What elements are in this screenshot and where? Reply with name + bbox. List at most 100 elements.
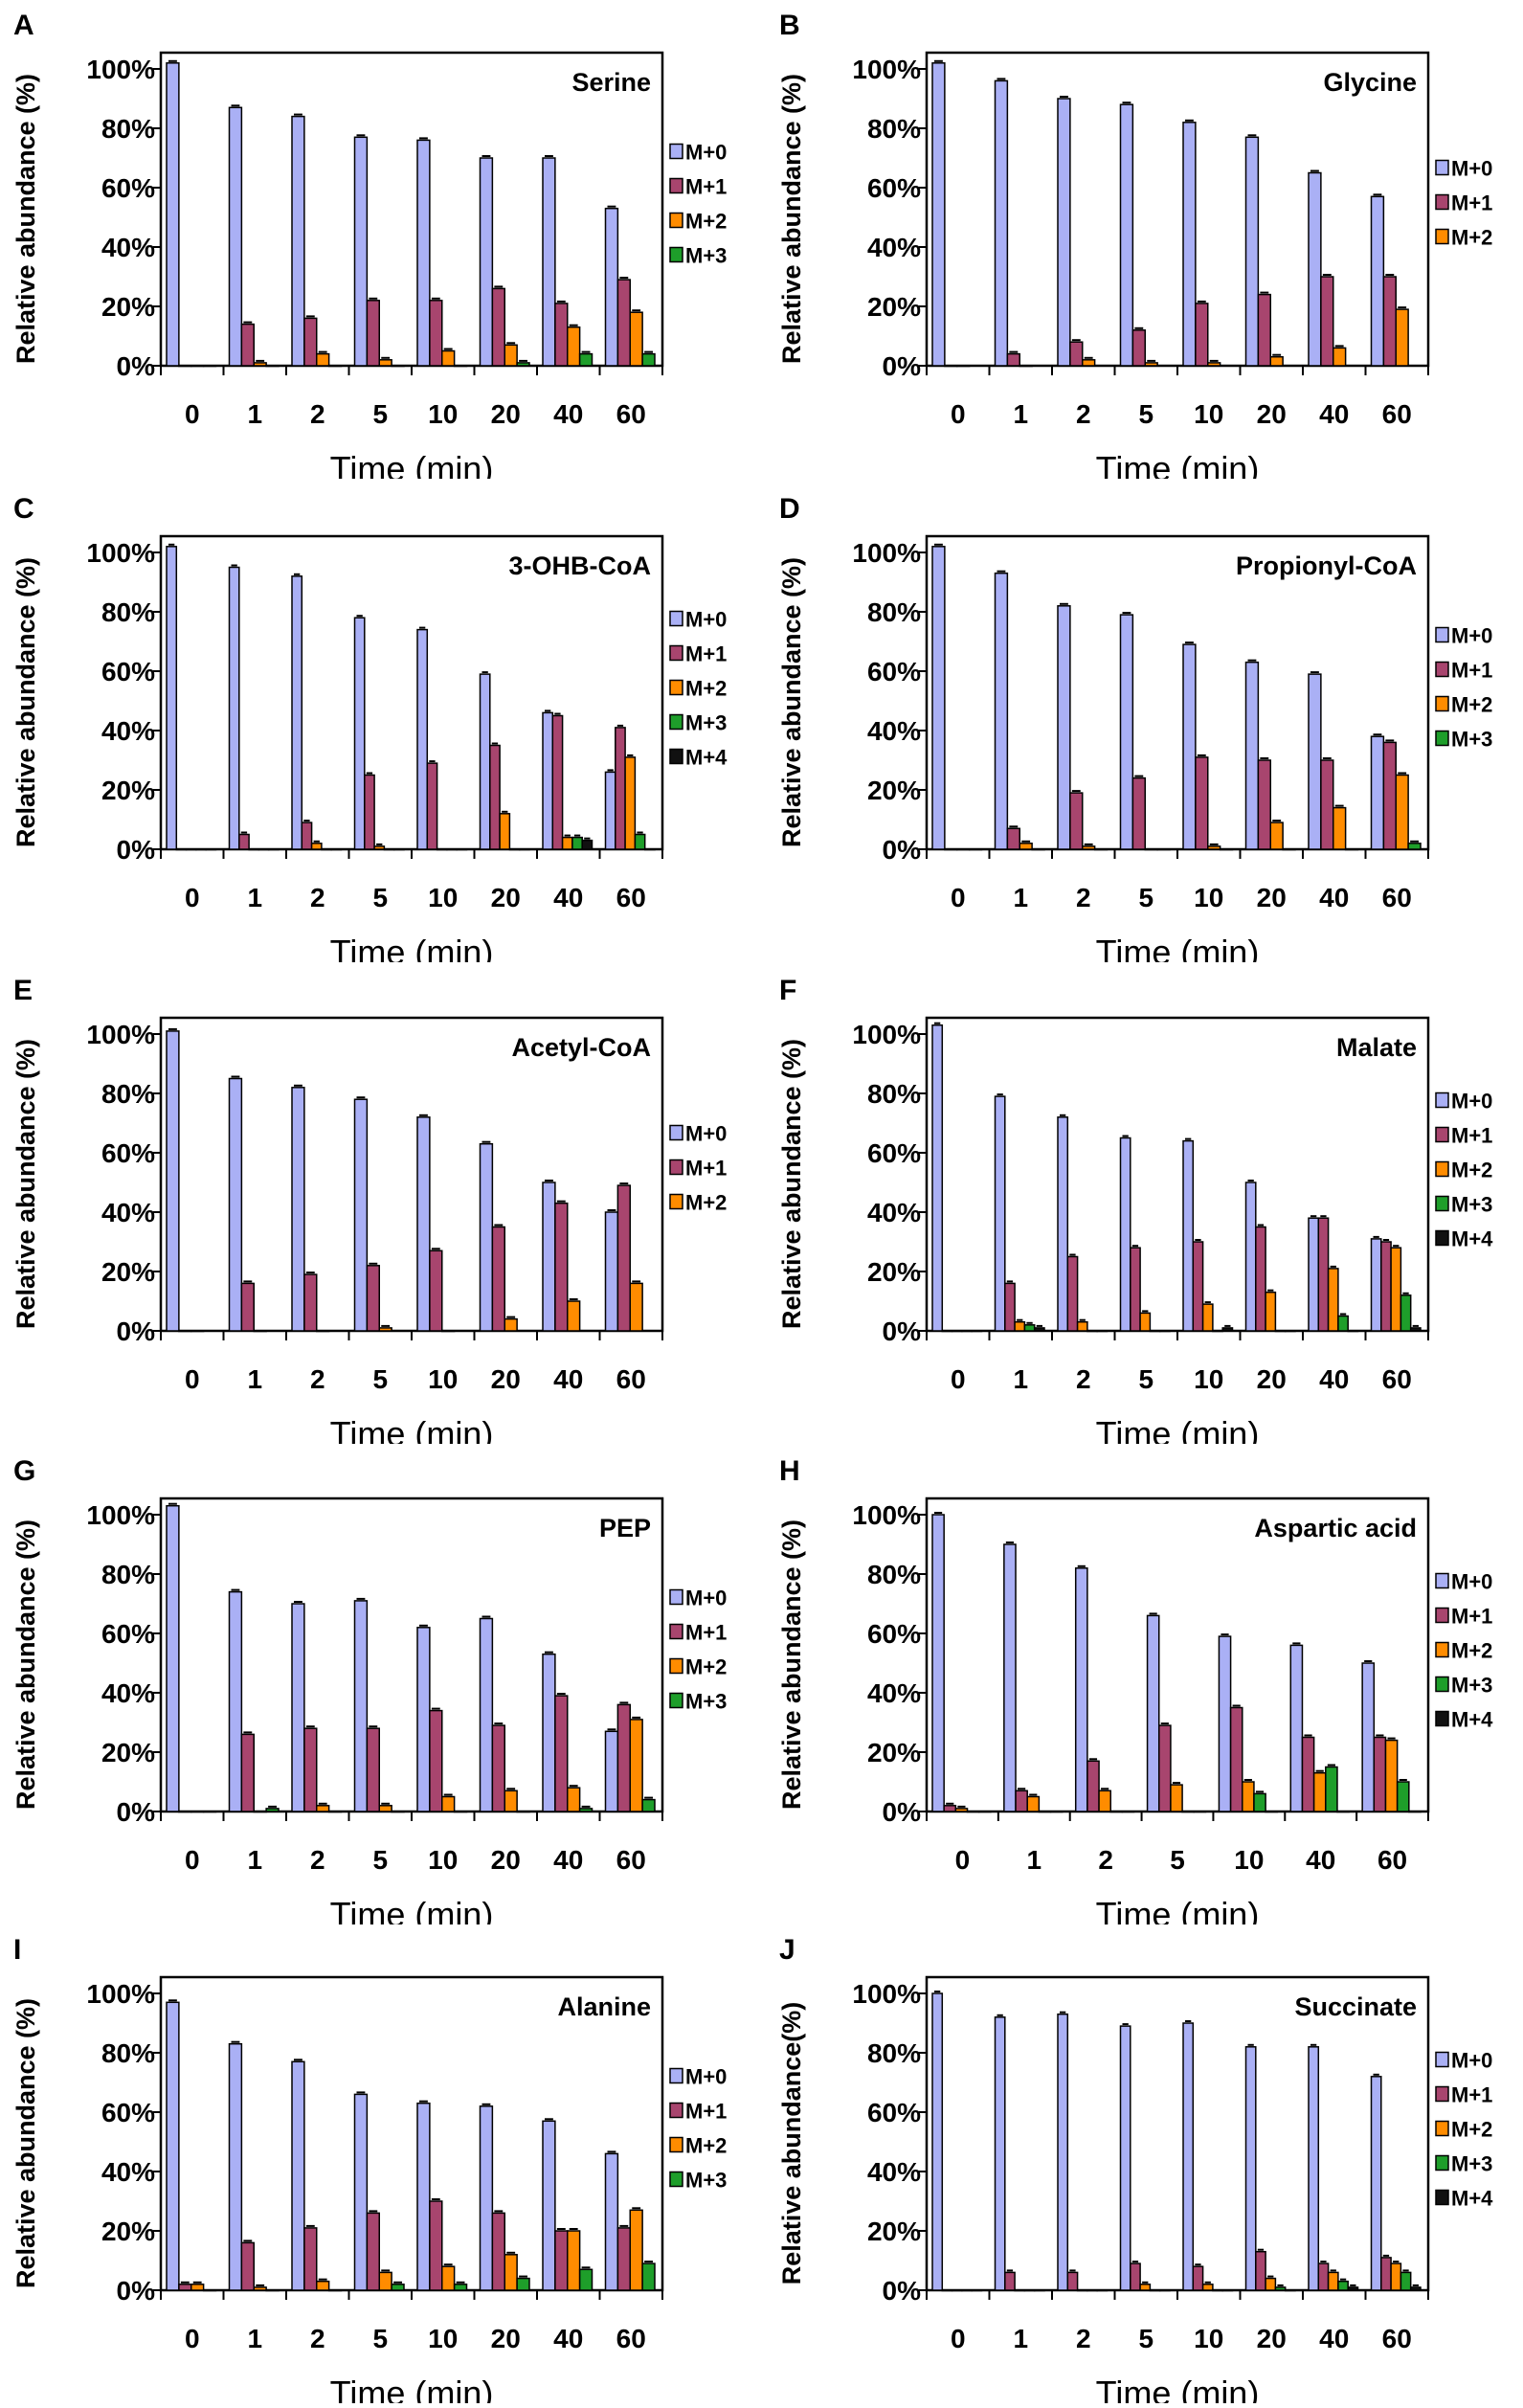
bar-Mplus3	[265, 2289, 280, 2292]
y-tick-label: 60%	[867, 2098, 921, 2127]
bar-Mplus1	[1380, 1241, 1392, 1332]
bar-Mplus1	[178, 2284, 192, 2291]
bar-Mplus0	[1370, 735, 1385, 850]
y-tick-label: 60%	[101, 2098, 155, 2127]
y-tick-label: 40%	[867, 1678, 921, 1708]
y-axis-label: Relative abundance (%)	[11, 74, 40, 364]
x-tick-label: 5	[1138, 1364, 1153, 1394]
bar-Mplus1	[1130, 1247, 1141, 1332]
bar-Mplus0	[1119, 2025, 1131, 2291]
chart-G: G 0% 20% 40% 60% 80% 100% Relative abundance (%…	[11, 1455, 727, 1934]
x-tick-label: 20	[491, 883, 521, 912]
legend-swatch	[1435, 626, 1449, 643]
bar-Mplus0	[604, 1211, 619, 1332]
bar-Mplus1	[554, 1202, 569, 1332]
bar-Mplus2	[1395, 774, 1409, 850]
chart-title: PEP	[599, 1514, 651, 1542]
bar-Mplus3	[265, 1808, 280, 1812]
bar-Mplus1	[240, 2241, 255, 2291]
bar-Mplus2	[956, 365, 971, 368]
bar-Mplus0	[1182, 2022, 1195, 2291]
bar-Mplus0	[228, 1077, 243, 1332]
legend-swatch	[669, 644, 683, 662]
bar-Mplus4	[1158, 2289, 1171, 2292]
bar-Mplus2	[316, 1805, 330, 1812]
bar-Mplus3	[1149, 1330, 1161, 1333]
y-tick-label: 100%	[86, 55, 155, 84]
x-tick-label: 40	[1306, 1845, 1335, 1875]
chart-title: Aspartic acid	[1254, 1514, 1417, 1542]
bar-Mplus0	[228, 566, 240, 850]
bar-Mplus2	[1139, 1312, 1152, 1332]
bar-Mplus3	[446, 848, 458, 851]
bar-Mplus1	[366, 300, 380, 367]
bar-Mplus2	[441, 1795, 456, 1812]
bar-Mplus4	[1221, 2289, 1234, 2292]
chart-H: H 0% 20% 40% 60% 80% 100% Relative abundance (%…	[777, 1455, 1493, 1934]
bar-Mplus2	[253, 362, 267, 367]
bar-Mplus3	[1325, 1766, 1338, 1812]
bar-Mplus4	[205, 848, 217, 851]
legend-swatch	[1435, 2051, 1449, 2068]
bar-Mplus1	[944, 365, 958, 368]
bar-Mplus1	[429, 300, 443, 367]
bar-Mplus1	[429, 2200, 443, 2291]
y-tick-label: 100%	[852, 538, 921, 568]
x-tick-label: 2	[1076, 2324, 1091, 2353]
bar-Mplus0	[1361, 1662, 1376, 1812]
bar-Mplus1	[1373, 1736, 1387, 1812]
bar-Mplus2	[378, 1805, 392, 1812]
bar-Mplus1	[1320, 759, 1334, 850]
bar-Mplus1	[616, 2227, 631, 2291]
bar-Mplus3	[321, 848, 332, 851]
bar-Mplus1	[178, 365, 192, 368]
y-tick-label: 60%	[867, 657, 921, 686]
bar-Mplus2	[1384, 1739, 1399, 1812]
bar-Mplus1	[1192, 2265, 1204, 2291]
y-tick-label: 100%	[852, 55, 921, 84]
bar-Mplus0	[542, 157, 556, 367]
x-tick-label: 1	[247, 399, 262, 429]
bar-Mplus1	[366, 1727, 380, 1812]
bar-Mplus4	[1284, 1330, 1296, 1333]
x-axis-label: Time (min)	[330, 449, 494, 479]
legend-swatch	[669, 143, 683, 160]
bar-Mplus0	[1308, 171, 1322, 367]
bar-Mplus3	[1212, 2289, 1223, 2292]
bar-Mplus0	[479, 673, 491, 850]
y-tick-label: 80%	[867, 2038, 921, 2068]
legend-swatch	[1435, 1229, 1449, 1247]
y-tick-label: 60%	[867, 1619, 921, 1649]
bar-Mplus0	[416, 1627, 431, 1812]
bar-Mplus0	[228, 1590, 243, 1812]
legend-label: M+4	[1451, 2187, 1493, 2211]
x-tick-label: 40	[553, 883, 583, 912]
legend-label: M+0	[1451, 1570, 1492, 1594]
bar-Mplus4	[1284, 2289, 1296, 2292]
bar-Mplus0	[479, 157, 494, 367]
bar-Mplus3	[578, 352, 594, 367]
bar-Mplus0	[479, 1617, 494, 1812]
legend-swatch	[669, 1692, 683, 1709]
bar-Mplus1	[240, 1733, 255, 1812]
bar-Mplus2	[1019, 843, 1033, 850]
legend-label: M+0	[1451, 157, 1492, 181]
panel-letter: J	[779, 1934, 795, 1966]
x-tick-label: 2	[310, 2324, 325, 2353]
bar-Mplus3	[453, 2284, 468, 2291]
y-axis-label: Relative abundance (%)	[777, 1519, 806, 1810]
bar-Mplus2	[951, 2289, 963, 2292]
legend-swatch	[669, 177, 683, 194]
bar-Mplus0	[931, 1514, 945, 1812]
legend-label: M+3	[1451, 2152, 1492, 2176]
legend-swatch	[669, 246, 683, 263]
bar-Mplus2	[504, 344, 518, 367]
x-axis-label: Time (min)	[1096, 1895, 1260, 1924]
bar-Mplus2	[954, 1808, 969, 1812]
bar-Mplus0	[291, 1603, 305, 1812]
legend-label: M+1	[1451, 1605, 1492, 1629]
legend-swatch	[1435, 1160, 1449, 1178]
bar-Mplus3	[961, 1330, 973, 1333]
y-tick-label: 0%	[883, 351, 922, 381]
bar-Mplus3	[641, 352, 656, 367]
